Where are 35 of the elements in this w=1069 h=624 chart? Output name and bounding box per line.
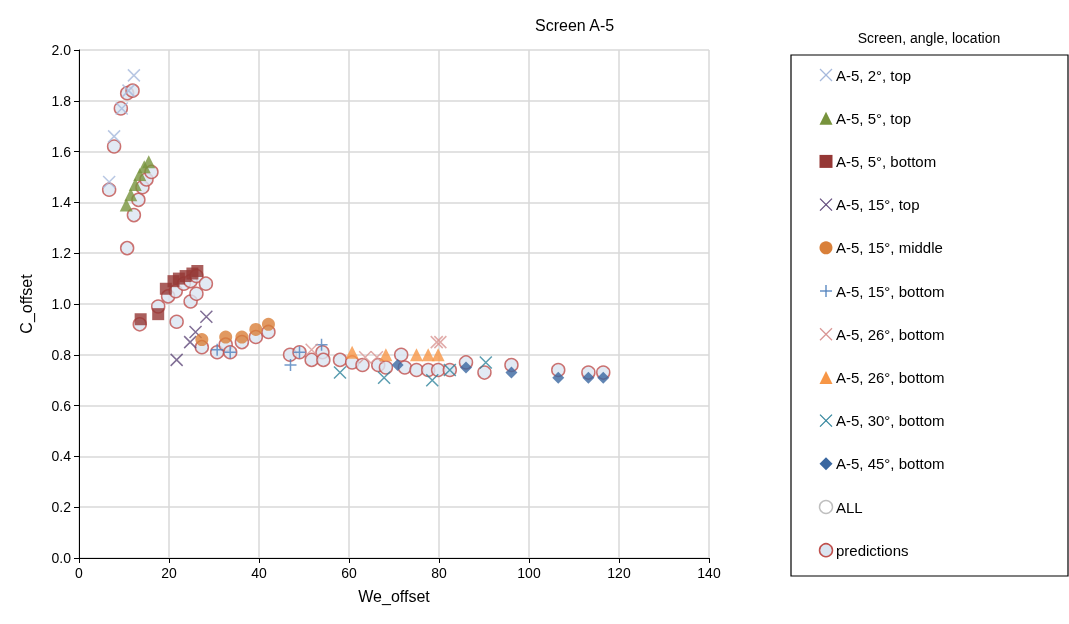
y-tick-label: 1.8 xyxy=(51,92,72,109)
y-tick-label: 0.2 xyxy=(51,499,72,516)
y-tick-label: 0.4 xyxy=(51,448,72,465)
legend-label: A-5, 30°, bottom xyxy=(836,412,945,430)
x-tick-label: 20 xyxy=(161,565,177,581)
y-tick-label: 1.6 xyxy=(51,143,72,160)
x-tick-label: 120 xyxy=(607,565,631,581)
y-tick-label: 2.0 xyxy=(51,42,72,58)
legend-label: A-5, 15°, top xyxy=(836,196,920,214)
x-tick-label: 60 xyxy=(341,565,357,581)
legend-label: A-5, 5°, top xyxy=(836,109,912,127)
y-axis-title: C_offset xyxy=(17,273,36,334)
x-tick-label: 100 xyxy=(517,565,541,581)
legend-label: A-5, 26°, bottom xyxy=(836,368,945,386)
legend-label: A-5, 26°, bottom xyxy=(836,325,945,343)
chart-title: Screen A-5 xyxy=(535,16,615,34)
legend-label: A-5, 2°, top xyxy=(836,66,912,84)
y-tick-label: 1.4 xyxy=(51,194,72,211)
legend-label: ALL xyxy=(836,498,863,516)
y-tick-label: 0.6 xyxy=(51,397,72,414)
x-tick-label: 140 xyxy=(697,565,721,581)
legend-label: A-5, 45°, bottom xyxy=(836,455,945,473)
y-tick-label: 1.2 xyxy=(51,245,72,262)
x-tick-label: 40 xyxy=(251,565,267,581)
x-tick-label: 80 xyxy=(431,565,447,581)
legend-label: A-5, 15°, bottom xyxy=(836,282,945,300)
x-tick-label: 0 xyxy=(75,565,84,581)
legend-title: Screen, angle, location xyxy=(857,30,1001,46)
y-tick-label: 1.0 xyxy=(51,296,72,312)
legend-label: A-5, 15°, middle xyxy=(836,239,943,257)
legend-label: predictions xyxy=(836,541,909,559)
y-tick-label: 0.8 xyxy=(51,346,72,363)
x-axis-title: We_offset xyxy=(358,587,431,606)
legend-label: A-5, 5°, bottom xyxy=(836,152,937,170)
y-tick-label: 0.0 xyxy=(51,550,72,566)
